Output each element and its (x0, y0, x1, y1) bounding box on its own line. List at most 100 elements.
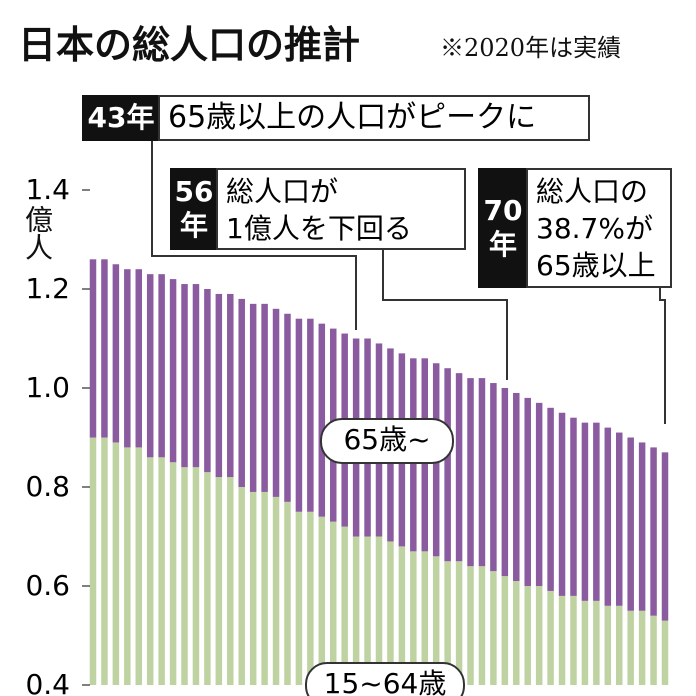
bar-segment (284, 313, 291, 502)
bar-segment (318, 516, 326, 685)
bar-segment (501, 388, 509, 577)
y-tick-label: 1.4 (25, 173, 70, 206)
bar-segment (455, 373, 463, 562)
bar-segment (398, 546, 406, 685)
bar-segment (215, 293, 223, 478)
bar-segment (146, 274, 154, 458)
bar-segment (513, 392, 520, 582)
bar-segment (650, 615, 657, 685)
bar-segment (272, 308, 280, 497)
bar-segment (410, 551, 417, 685)
bar-segment (524, 586, 531, 685)
bar-segment (204, 472, 211, 685)
bar-segment (101, 437, 108, 685)
bar-segment (558, 412, 566, 596)
bar-segment (341, 526, 348, 685)
bar-segment (467, 378, 474, 567)
bar-segment (124, 447, 131, 685)
bar-segment (181, 284, 188, 468)
leader-line (382, 250, 508, 380)
bar-segment (467, 566, 474, 685)
bar-segment (638, 442, 646, 611)
bar-segment (513, 581, 520, 685)
bar-segment (192, 284, 200, 468)
y-tick-label: 1.2 (25, 272, 70, 305)
annotation-box: 65歳以上の人口がピークに (158, 95, 590, 141)
bar-segment (158, 457, 165, 685)
series-label: 65歳~ (320, 418, 454, 464)
bar-segment (261, 491, 268, 685)
bar-segment (89, 437, 97, 685)
bar-segment (169, 462, 177, 685)
annotation-label: 70年 (478, 168, 528, 288)
annotation-text: 65歳以上の人口がピークに (168, 100, 537, 135)
annotation-box: 総人口が 1億人を下回る (216, 168, 466, 250)
bar-segment (615, 432, 623, 606)
bar-segment (455, 561, 463, 685)
annotation-box: 総人口の 38.7%が 65歳以上 (526, 168, 672, 288)
bar-segment (604, 427, 612, 606)
bar-segment (135, 447, 143, 685)
series-label: 15~64歳 (305, 662, 465, 696)
bar-segment (124, 269, 131, 448)
bar-segment (478, 378, 486, 567)
bar-segment (535, 586, 543, 685)
bar-segment (387, 541, 394, 685)
bar-segment (535, 402, 543, 586)
bar-segment (227, 293, 234, 478)
chart-title: 日本の総人口の推計 (18, 23, 361, 67)
bar-segment (364, 536, 371, 685)
bar-segment (307, 511, 314, 685)
annotation-text: 65歳以上 (536, 249, 656, 282)
bar-segment (146, 457, 154, 685)
bar-segment (272, 496, 280, 685)
bar-segment (249, 303, 257, 492)
bar-segment (581, 600, 589, 685)
annotation-text: 1億人を下回る (226, 212, 412, 245)
bar-segment (501, 576, 509, 685)
bar-segment (444, 561, 451, 685)
annotation-text: 総人口が (226, 175, 339, 208)
bar-segment (181, 467, 188, 685)
bar-segment (238, 298, 245, 487)
bar-segment (604, 605, 612, 685)
bar-segment (318, 323, 326, 517)
bar-segment (307, 318, 314, 512)
y-tick-label: 0.8 (25, 470, 70, 503)
bar-segment (249, 491, 257, 685)
bar-segment (135, 269, 143, 448)
bar-segment (261, 303, 268, 492)
bar-segment (638, 610, 646, 685)
bar-segment (421, 551, 429, 685)
bar-segment (490, 571, 497, 685)
bar-segment (547, 407, 554, 591)
bar-segment (238, 487, 245, 685)
bar-segment (204, 289, 211, 473)
bar-segment (295, 511, 303, 685)
bar-segment (432, 556, 440, 685)
leader-line (659, 288, 666, 424)
bar-segment (490, 383, 497, 572)
annotation-label: 43年 (82, 95, 160, 141)
bar-segment (661, 452, 669, 621)
bar-segment (593, 600, 600, 685)
subtitle: ※2020年は実績 (440, 34, 622, 62)
bar-segment (158, 274, 165, 458)
bar-segment (101, 259, 108, 438)
bar-segment (112, 264, 120, 443)
bar-segment (284, 501, 291, 685)
bar-segment (547, 590, 554, 685)
bar-segment (215, 477, 223, 685)
leader-line (151, 141, 357, 330)
y-tick-label: 1.0 (25, 371, 70, 404)
bar-segment (169, 279, 177, 463)
bar-segment (295, 318, 303, 512)
bar-segment (375, 536, 383, 685)
bar-segment (570, 595, 577, 685)
bar-segment (627, 437, 634, 611)
leaders (151, 141, 666, 424)
bar-segment (89, 259, 97, 438)
annotation-label: 56年 (170, 168, 218, 250)
bar-segment (227, 477, 234, 685)
